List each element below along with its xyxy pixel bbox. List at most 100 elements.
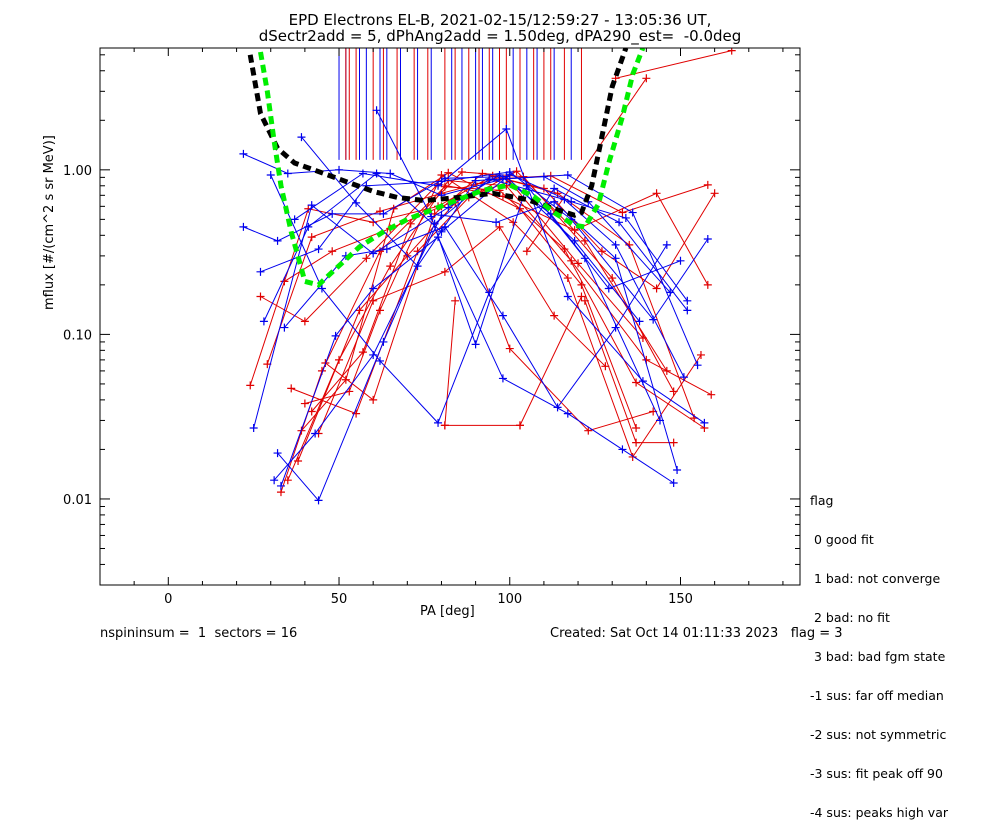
data-point-red: [662, 366, 671, 375]
data-point-blue: [249, 423, 258, 432]
data-point-red: [369, 296, 378, 305]
data-point-blue: [314, 245, 323, 254]
data-point-blue: [662, 240, 671, 249]
data-point-red: [352, 409, 361, 418]
data-point-blue: [440, 222, 449, 231]
data-point-blue: [437, 211, 446, 220]
flag-legend-item: 3 bad: bad fgm state: [810, 649, 946, 664]
data-point-blue: [676, 256, 685, 265]
flag-legend-item: 2 bad: no fit: [810, 610, 890, 625]
data-point-blue: [611, 254, 620, 263]
series-line-blue: [270, 174, 688, 424]
flag-legend-item: -2 sus: not symmetric: [810, 727, 947, 742]
footer-right: Created: Sat Oct 14 01:11:33 2023 flag =…: [550, 626, 843, 641]
data-point-blue: [259, 317, 268, 326]
data-point-blue: [570, 236, 579, 245]
data-point-red: [369, 395, 378, 404]
series-line-blue: [243, 176, 640, 322]
data-point-blue: [386, 169, 395, 178]
series-line-red: [266, 175, 708, 365]
series-line-red: [291, 170, 668, 415]
data-point-red: [577, 280, 586, 289]
data-point-red: [451, 296, 460, 305]
data-point-blue: [683, 296, 692, 305]
series-line-blue: [284, 226, 668, 409]
data-point-blue: [635, 317, 644, 326]
fit-curve-black: [247, 48, 629, 218]
data-point-red: [522, 247, 531, 256]
data-point-blue: [328, 209, 337, 218]
series-line-red: [444, 300, 456, 426]
series-line-red: [325, 172, 716, 401]
data-point-blue: [628, 208, 637, 217]
data-point-red: [669, 438, 678, 447]
data-point-red: [567, 256, 576, 265]
x-tick-label: 100: [497, 592, 522, 607]
data-point-blue: [372, 106, 381, 115]
data-point-red: [495, 222, 504, 231]
data-point-red: [457, 168, 466, 177]
data-point-red: [669, 387, 678, 396]
data-point-red: [283, 476, 292, 485]
footer-left: nspininsum = 1 sectors = 16: [100, 626, 298, 641]
data-point-red: [642, 74, 651, 83]
data-point-blue: [492, 218, 501, 227]
data-point-blue: [567, 197, 576, 206]
data-point-blue: [434, 181, 443, 190]
data-point-red: [574, 259, 583, 268]
data-point-red: [727, 48, 736, 55]
flag-legend-item: 0 good fit: [810, 532, 874, 547]
data-point-red: [389, 204, 398, 213]
data-point-blue: [673, 465, 682, 474]
data-point-blue: [505, 170, 514, 179]
y-tick-label: 1.00: [63, 164, 92, 179]
data-point-red: [307, 407, 316, 416]
data-point-red: [509, 218, 518, 227]
data-point-blue: [376, 356, 384, 365]
data-point-blue: [563, 409, 572, 418]
fit-curves: [247, 48, 646, 288]
flag-legend: flag 0 good fit 1 bad: not converge 2 ba…: [810, 468, 948, 832]
data-point-red: [632, 423, 641, 432]
data-point-blue: [580, 254, 589, 263]
data-point-blue: [283, 169, 292, 178]
x-tick-label: 0: [164, 592, 172, 607]
data-point-blue: [239, 149, 248, 158]
data-point-red: [652, 189, 661, 198]
data-point-blue: [304, 222, 313, 231]
series-line-blue: [273, 201, 678, 481]
data-point-red: [577, 292, 586, 301]
data-point-red: [256, 292, 265, 301]
data-point-blue: [471, 176, 480, 185]
data-point-red: [550, 311, 559, 320]
data-point-blue: [485, 174, 494, 183]
data-point-blue: [369, 284, 378, 293]
data-point-red: [328, 247, 337, 256]
data-point-blue: [427, 212, 436, 221]
flux-pa-chart: 0 50 100 150 0.01 0.10 1.00: [63, 47, 801, 607]
series-line-red: [249, 175, 695, 419]
data-point-blue: [352, 198, 361, 207]
data-point-red: [246, 381, 255, 390]
data-point-red: [563, 274, 572, 283]
data-point-red: [386, 262, 395, 271]
data-point-red: [512, 167, 521, 176]
data-point-blue: [550, 197, 559, 206]
y-axis-label: mflux [#/(cm^2 s sr MeV)]: [42, 135, 57, 310]
data-point-blue: [539, 172, 548, 181]
data-point-blue: [611, 240, 620, 249]
data-point-blue: [550, 184, 559, 193]
data-point-blue: [683, 306, 692, 315]
x-axis-label: PA [deg]: [420, 604, 475, 619]
chart-title-line1: EPD Electrons EL-B, 2021-02-15/12:59:27 …: [288, 11, 712, 29]
data-point-blue: [498, 374, 507, 383]
data-point-blue: [621, 213, 630, 222]
data-point-red: [505, 344, 514, 353]
data-point-blue: [703, 234, 712, 243]
data-point-blue: [604, 284, 613, 293]
flag-legend-item: -3 sus: fit peak off 90: [810, 766, 943, 781]
data-point-blue: [379, 337, 388, 346]
data-point-blue: [335, 165, 344, 174]
series-line-red: [260, 183, 709, 323]
data-point-blue: [311, 429, 320, 438]
